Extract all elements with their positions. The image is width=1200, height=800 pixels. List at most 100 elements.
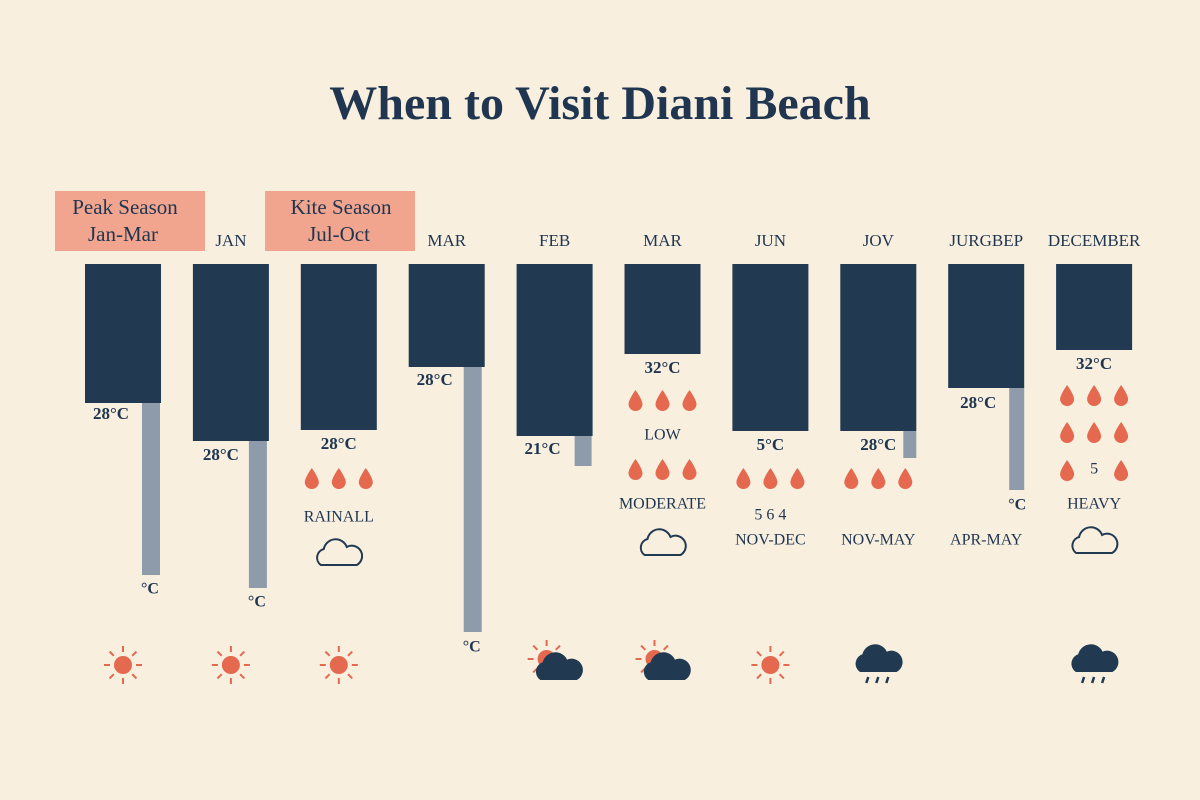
sun-ray xyxy=(131,673,138,680)
info-label: RAINALL xyxy=(304,509,374,526)
season-bar xyxy=(1056,264,1133,350)
cloud-icon xyxy=(855,644,903,672)
rain-streak xyxy=(875,676,880,684)
info-label: LOW xyxy=(644,427,681,444)
temperature: 28°C xyxy=(417,370,453,389)
cloud-icon xyxy=(316,538,364,566)
rain-bar xyxy=(574,436,592,466)
sun-icon xyxy=(761,656,780,674)
cloud-icon xyxy=(643,652,691,680)
info-label: HEAVY xyxy=(1067,496,1121,513)
unit-label: °C xyxy=(1008,497,1026,514)
rain-drop xyxy=(790,468,805,490)
sun-icon xyxy=(329,656,348,674)
sun-ray xyxy=(216,650,223,657)
rain-drop xyxy=(1060,422,1075,444)
title: When to Visit Diani Beach xyxy=(329,77,870,130)
rain-drop xyxy=(655,459,670,481)
rain-drop xyxy=(628,390,643,411)
sun-ray xyxy=(347,673,353,680)
sun-ray xyxy=(108,650,115,657)
rain-drop xyxy=(304,468,319,490)
rain-drop xyxy=(1114,385,1129,407)
sun-ray xyxy=(778,673,785,680)
info-label: NOV-MAY xyxy=(841,532,916,549)
season-bar xyxy=(948,264,1025,388)
rain-drop xyxy=(628,459,643,481)
season-bar xyxy=(408,264,485,367)
sun-ray xyxy=(239,650,246,657)
sun-ray xyxy=(108,673,115,680)
rain-drop xyxy=(1087,385,1102,407)
month-label: MAR xyxy=(427,231,466,250)
rain-drop xyxy=(358,468,373,490)
temperature: 28°C xyxy=(860,435,896,454)
badge xyxy=(265,191,415,251)
month-label: MAR xyxy=(643,231,682,250)
rain-streak xyxy=(865,676,870,684)
temperature: 5°C xyxy=(757,435,785,454)
sun-ray xyxy=(756,650,762,657)
sun-ray xyxy=(347,650,353,657)
temperature: 28°C xyxy=(93,404,129,423)
info-label: 5 6 4 xyxy=(754,507,786,524)
info-label: APR-MAY xyxy=(950,532,1023,549)
sun-ray xyxy=(640,644,647,651)
cloud-icon xyxy=(1071,644,1119,672)
season-bar xyxy=(192,264,269,441)
rain-bar xyxy=(248,441,267,588)
sun-ray xyxy=(778,650,785,657)
sun-ray xyxy=(324,650,331,657)
season-bar xyxy=(840,264,917,431)
cloud-icon xyxy=(535,652,583,680)
badge xyxy=(55,191,205,251)
rain-drop xyxy=(1060,460,1075,481)
rain-streak xyxy=(885,676,890,684)
season-bar xyxy=(624,264,701,354)
badge-range: Jan-Mar xyxy=(88,222,158,246)
season-bar xyxy=(516,264,593,436)
rain-bar xyxy=(903,431,917,458)
rain-bar xyxy=(1009,388,1025,490)
rain-drop xyxy=(736,468,751,490)
season-bar xyxy=(300,264,377,430)
rain-drop xyxy=(844,468,859,490)
rain-streak xyxy=(1090,676,1096,684)
rain-drop xyxy=(682,390,697,411)
info-label: 5 xyxy=(1090,461,1098,478)
unit-label: °C xyxy=(463,639,481,656)
season-bar xyxy=(732,264,809,431)
temperature: 32°C xyxy=(1076,354,1112,373)
sun-icon xyxy=(221,656,240,674)
sun-ray xyxy=(131,650,138,657)
rain-drop xyxy=(655,390,670,411)
sun-icon xyxy=(114,656,132,674)
unit-label: °C xyxy=(141,581,159,598)
sun-ray xyxy=(239,673,246,680)
temperature: 21°C xyxy=(525,439,561,458)
sun-ray xyxy=(216,673,223,680)
rain-streak xyxy=(1080,676,1086,684)
rain-drop xyxy=(871,468,886,490)
sun-ray xyxy=(756,673,762,680)
info-label: MODERATE xyxy=(619,496,706,513)
temperature: 28°C xyxy=(203,445,239,464)
badge-title: Peak Season xyxy=(72,195,178,219)
rain-streak xyxy=(1100,676,1106,684)
rain-drop xyxy=(1114,422,1129,444)
rain-drop xyxy=(682,459,697,481)
temperature: 32°C xyxy=(644,358,680,377)
sun-ray xyxy=(555,644,561,651)
temperature: 28°C xyxy=(321,434,357,453)
rain-drop xyxy=(1060,385,1075,407)
sun-ray xyxy=(532,644,539,651)
month-label: JAN xyxy=(215,231,246,250)
unit-label: °C xyxy=(248,594,266,611)
month-label: FEB xyxy=(539,231,570,250)
sun-ray xyxy=(662,644,669,651)
rain-bar xyxy=(463,367,482,632)
rain-drop xyxy=(331,468,346,490)
month-label: JOV xyxy=(863,231,895,250)
month-label: JUN xyxy=(755,231,786,250)
rain-drop xyxy=(1087,422,1102,444)
